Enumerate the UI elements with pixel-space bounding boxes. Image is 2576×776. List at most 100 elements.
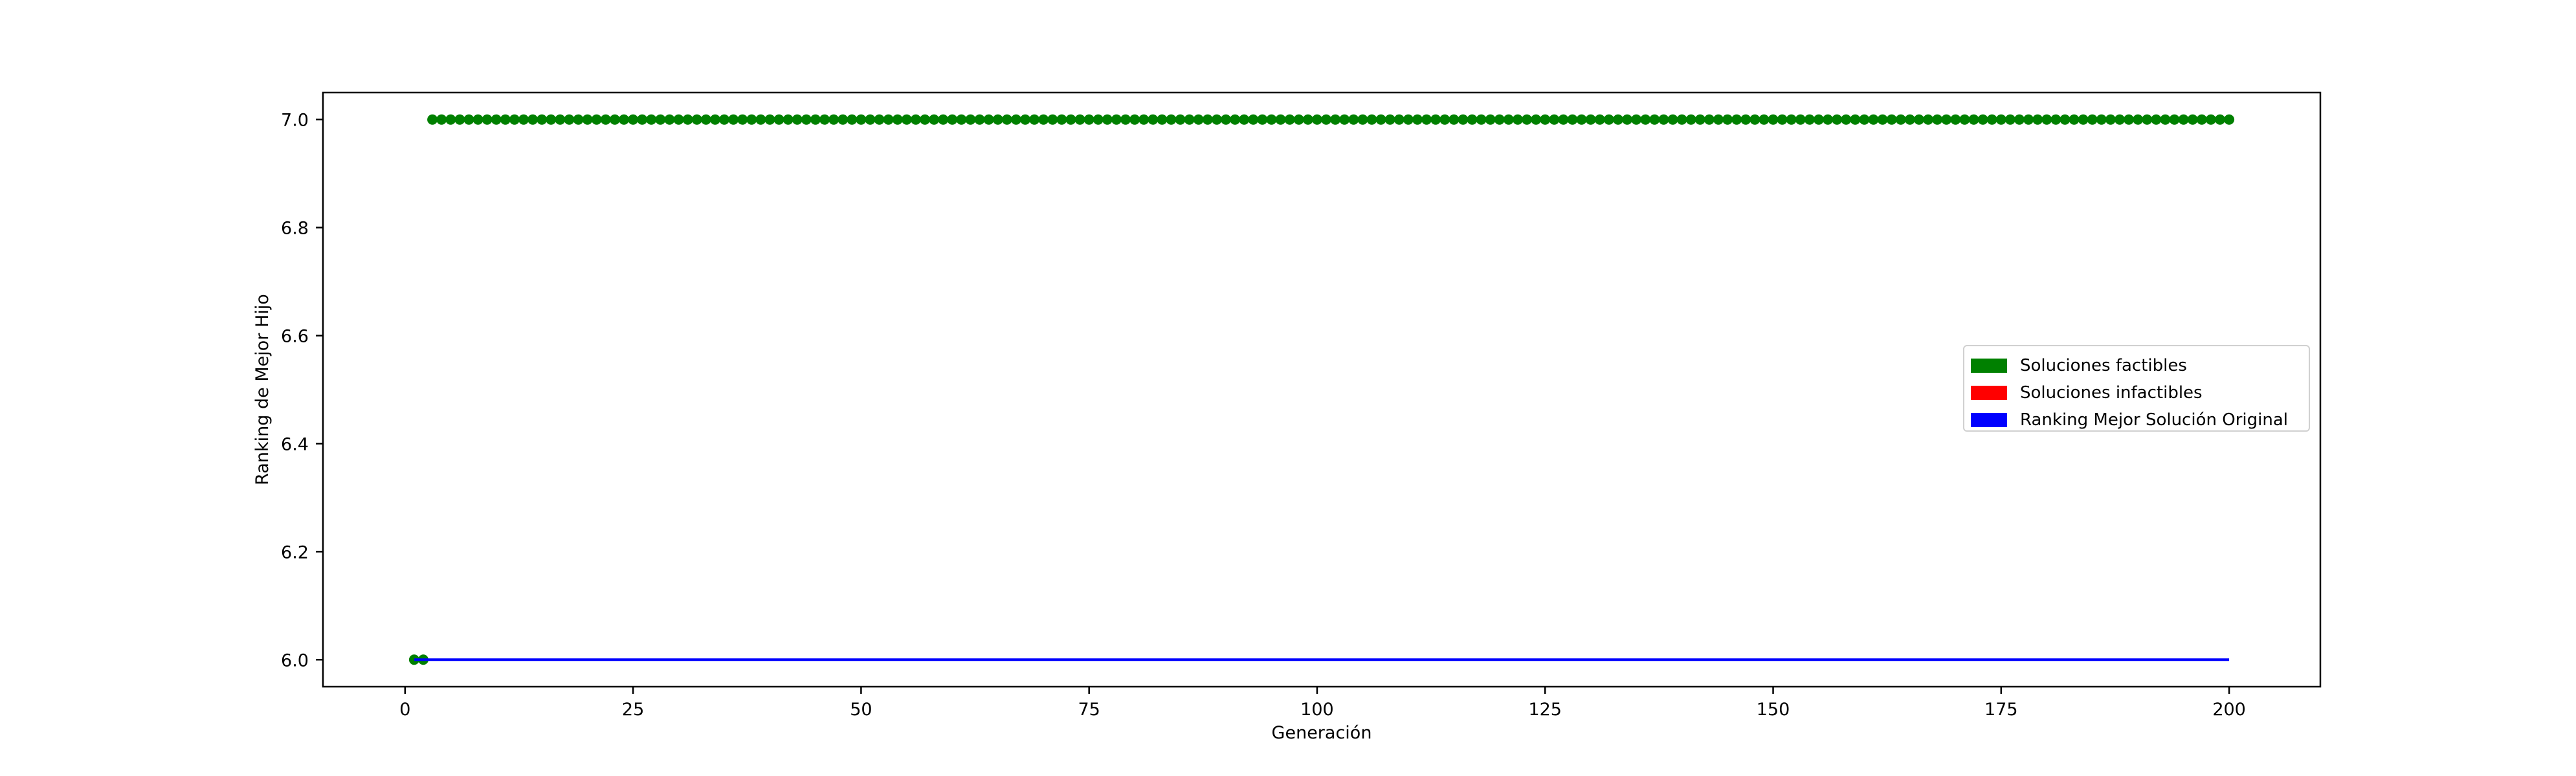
data-point	[819, 114, 830, 125]
x-tick-label: 175	[1984, 700, 2018, 720]
x-tick-label: 25	[622, 700, 644, 720]
data-point	[1339, 114, 1350, 125]
data-point	[2004, 114, 2015, 125]
data-point	[1129, 114, 1140, 125]
data-point	[1403, 114, 1414, 125]
data-point	[655, 114, 666, 125]
data-point	[436, 114, 447, 125]
data-point	[700, 114, 711, 125]
data-point	[1959, 114, 1970, 125]
data-point	[1393, 114, 1405, 125]
x-axis: 0 25 50 75 100 125 150 175 200	[399, 687, 2246, 720]
data-point	[1366, 114, 1377, 125]
data-point	[1977, 114, 1988, 125]
data-point	[2124, 114, 2135, 125]
data-point	[737, 114, 748, 125]
data-point	[1667, 114, 1678, 125]
data-point	[965, 114, 976, 125]
data-point	[1722, 114, 1733, 125]
data-point	[637, 114, 648, 125]
data-point	[856, 114, 867, 125]
data-point	[1512, 114, 1523, 125]
data-point	[1895, 114, 1906, 125]
data-point	[591, 114, 602, 125]
data-point	[2142, 114, 2153, 125]
data-point	[482, 114, 493, 125]
data-point	[2023, 114, 2034, 125]
data-point	[920, 114, 931, 125]
data-point	[1211, 114, 1222, 125]
data-point	[1485, 114, 1496, 125]
data-point	[1065, 114, 1076, 125]
data-point	[1275, 114, 1286, 125]
data-point	[1111, 114, 1122, 125]
legend-label-original: Ranking Mejor Solución Original	[2020, 410, 2288, 430]
data-point	[783, 114, 794, 125]
data-point	[1759, 114, 1770, 125]
data-point	[1649, 114, 1660, 125]
data-point	[810, 114, 821, 125]
data-point	[1421, 114, 1432, 125]
data-point	[2214, 114, 2225, 125]
data-point	[600, 114, 611, 125]
data-point	[1047, 114, 1058, 125]
data-point	[1558, 114, 1569, 125]
data-point	[801, 114, 812, 125]
x-tick-label: 50	[850, 700, 872, 720]
data-point	[1074, 114, 1085, 125]
data-point	[2196, 114, 2207, 125]
data-point	[1585, 114, 1596, 125]
data-point	[956, 114, 967, 125]
data-point	[1859, 114, 1870, 125]
data-point	[1257, 114, 1268, 125]
data-point	[938, 114, 949, 125]
data-point	[828, 114, 839, 125]
legend-item-original: Ranking Mejor Solución Original	[1971, 408, 2288, 432]
data-point	[1786, 114, 1797, 125]
data-point	[1348, 114, 1359, 125]
data-point	[1658, 114, 1669, 125]
data-point	[1138, 114, 1149, 125]
data-point-overlay	[418, 654, 428, 665]
data-point	[2078, 114, 2089, 125]
data-point	[1239, 114, 1250, 125]
data-point	[1412, 114, 1423, 125]
data-point	[1503, 114, 1514, 125]
data-point	[1120, 114, 1131, 125]
data-point	[427, 114, 438, 125]
data-point	[2060, 114, 2071, 125]
data-point	[1540, 114, 1551, 125]
data-point	[2187, 114, 2198, 125]
data-point	[1685, 114, 1696, 125]
legend: Soluciones factibles Soluciones infactib…	[1963, 345, 2310, 432]
data-point	[1102, 114, 1113, 125]
data-point	[682, 114, 693, 125]
data-point	[582, 114, 593, 125]
data-point	[1832, 114, 1843, 125]
data-point	[1986, 114, 1997, 125]
data-point	[1813, 114, 1824, 125]
data-point	[1531, 114, 1542, 125]
data-point	[1886, 114, 1897, 125]
data-point	[992, 114, 1003, 125]
x-tick-label: 125	[1528, 700, 1562, 720]
data-point	[546, 114, 557, 125]
data-point	[463, 114, 474, 125]
data-point	[983, 114, 994, 125]
data-point	[2224, 114, 2235, 125]
legend-swatch-infactibles	[1971, 386, 2007, 400]
data-point	[910, 114, 921, 125]
y-axis-label: Ranking de Mejor Hijo	[252, 294, 272, 485]
data-point	[1576, 114, 1587, 125]
data-point	[1804, 114, 1815, 125]
data-point	[1932, 114, 1943, 125]
data-point	[2205, 114, 2216, 125]
data-point	[646, 114, 657, 125]
y-tick-label: 6.6	[281, 327, 309, 347]
data-point	[1676, 114, 1687, 125]
data-point	[1311, 114, 1322, 125]
x-tick-label: 100	[1300, 700, 1334, 720]
data-point	[1467, 114, 1478, 125]
plot-frame	[322, 91, 2322, 688]
